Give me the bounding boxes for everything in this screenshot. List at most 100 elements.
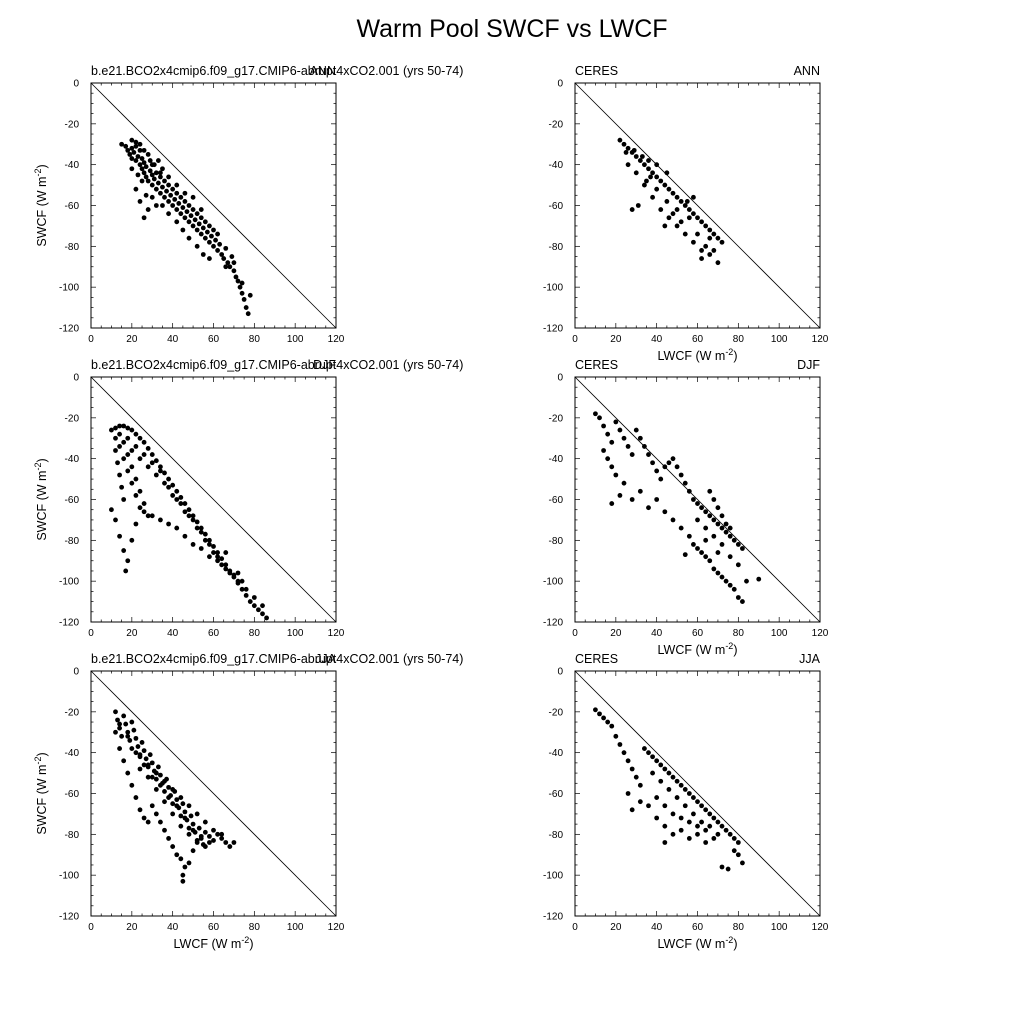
data-point [135,744,141,749]
data-point [601,423,606,429]
data-point [162,789,167,794]
data-point [149,803,155,809]
data-point [215,558,220,564]
data-point [662,823,668,829]
data-point [637,799,643,805]
data-point [194,811,200,817]
data-point [125,425,131,431]
y-tick-label: -120 [59,324,79,335]
data-point [711,231,717,237]
data-point [182,533,188,539]
panel-title-right: ANN [794,64,820,78]
data-point [650,194,655,200]
panel-title-right: ANN [310,64,336,78]
data-point [609,439,615,445]
data-point [719,574,725,580]
data-point [153,787,159,792]
panel-model-ann: 0 20 40 60 80 100 120 0 -20 -40 -60 -80 -100 -120 b.e2… [33,64,463,345]
data-point [190,821,196,827]
data-point [188,213,194,219]
data-point [719,239,725,245]
data-point [182,215,188,221]
data-point [227,844,233,849]
data-point [141,509,147,515]
data-point [617,742,623,747]
y-tick-label: -60 [549,789,564,800]
data-point [141,815,147,821]
data-point [170,203,176,208]
data-point [691,211,696,217]
data-point [637,488,643,494]
data-point [235,570,241,576]
axis-ticks [90,376,337,623]
data-point [160,166,165,172]
data-point [623,150,629,155]
data-point [658,207,664,212]
y-tick-label: -20 [65,707,80,718]
x-tick-label: 40 [651,628,663,639]
data-point [670,774,676,780]
data-point [182,864,188,870]
data-point [209,233,214,239]
data-point [135,172,141,178]
data-point [151,176,157,182]
data-point [635,203,641,208]
data-point [162,480,167,486]
data-point [141,160,147,166]
data-point [125,435,131,441]
data-point [699,505,704,511]
x-tick-label: 0 [88,628,94,639]
data-point [593,707,598,713]
data-point [129,782,135,788]
data-point [670,211,676,217]
data-point [127,152,133,157]
data-point [166,476,171,482]
y-tick-label: -100 [543,283,563,294]
data-point [178,501,184,506]
y-tick-label: -40 [549,454,564,465]
data-point [593,411,598,417]
data-point [153,186,159,192]
data-point [715,521,721,527]
data-point [215,231,220,237]
data-point [141,748,147,754]
data-point [219,836,225,841]
data-point [617,493,623,498]
data-point [644,178,649,184]
data-point [186,219,192,225]
data-point [166,836,171,841]
data-point [178,495,184,500]
y-tick-label: 0 [557,79,563,90]
data-point [194,243,200,249]
panel-model-jja: 0 20 40 60 80 100 120 0 -20 -40 -60 -80 -100 -120 b.e2… [33,652,463,951]
data-point [194,227,200,233]
data-point [637,158,643,163]
data-point [719,542,725,547]
data-point [239,586,245,592]
data-point [137,147,143,153]
data-point [174,797,180,803]
data-point [731,537,737,543]
data-point [174,207,180,212]
y-tick-label: -80 [549,830,564,841]
data-point [190,517,196,523]
data-point [670,190,676,196]
data-point [182,190,188,196]
data-point [215,550,220,555]
data-point [180,205,186,210]
data-point [139,166,145,172]
data-point [719,525,725,531]
x-tick-label: 120 [812,334,829,345]
data-point [239,578,245,584]
data-point [711,836,717,841]
data-point [646,750,651,756]
data-point [192,217,198,223]
data-point [699,819,704,825]
data-point [231,260,237,266]
data-point [617,427,623,433]
data-point [145,446,151,451]
data-point [180,227,186,233]
reference-line [90,376,337,623]
data-point [735,542,741,547]
data-point [715,260,721,266]
